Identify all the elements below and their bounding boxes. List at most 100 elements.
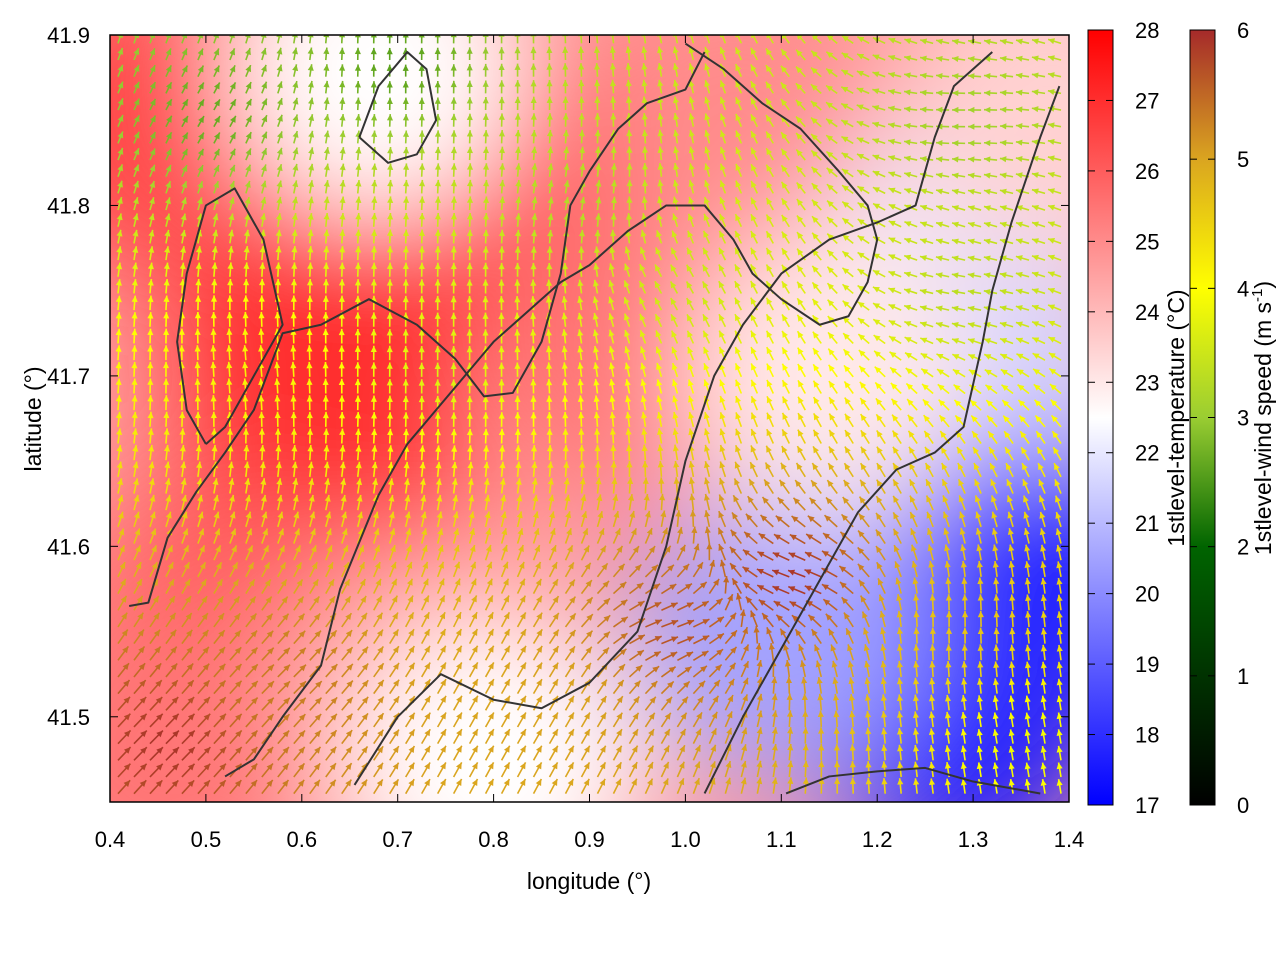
wind-speed-colorbar-tick-label-5: 5 — [1237, 147, 1249, 172]
wind-arrow-905 — [418, 262, 425, 277]
wind-arrow-747 — [373, 595, 383, 611]
wind-arrow-294 — [212, 478, 219, 494]
wind-arrow-771 — [371, 196, 378, 211]
y-tick-label-3: 41.8 — [47, 193, 90, 218]
wind-arrow-998 — [450, 246, 457, 261]
temperature-colorbar-tick-label-9: 26 — [1135, 159, 1159, 184]
wind-arrow-272 — [197, 82, 205, 94]
wind-arrow-925 — [436, 695, 447, 711]
wind-arrow-986 — [451, 445, 458, 461]
wind-arrow-284 — [213, 646, 226, 661]
wind-arrow-374 — [245, 680, 259, 695]
wind-arrow-448 — [260, 213, 267, 227]
wind-arrow-604 — [325, 680, 338, 695]
wind-arrow-963 — [434, 64, 441, 77]
wind-arrow-981 — [452, 528, 460, 544]
wind-arrow-423 — [261, 630, 274, 645]
wind-arrow-555 — [309, 729, 322, 745]
wind-arrow-1 — [117, 763, 131, 778]
wind-arrow-495 — [276, 196, 283, 211]
wind-arrow-1113 — [500, 628, 511, 644]
y-tick-label-0: 41.5 — [47, 705, 90, 730]
wind-arrow-772 — [371, 179, 378, 194]
wind-arrow-974 — [452, 645, 463, 661]
wind-arrow-127 — [149, 197, 155, 211]
wind-arrow-28 — [115, 312, 122, 327]
wind-arrow-683 — [339, 130, 346, 144]
wind-arrow-536 — [290, 278, 298, 294]
wind-arrow-303 — [210, 328, 217, 344]
wind-arrow-1046 — [466, 213, 473, 227]
wind-arrow-1058 — [484, 778, 495, 795]
wind-arrow-538 — [291, 245, 298, 261]
x-tick-label-2: 0.6 — [287, 827, 318, 852]
x-axis-title: longitude (°) — [527, 868, 651, 894]
wind-arrow-524 — [292, 478, 299, 494]
wind-arrow-168 — [163, 278, 170, 294]
wind-arrow-713 — [354, 395, 361, 411]
wind-arrow-8 — [117, 645, 130, 661]
wind-arrow-465 — [277, 697, 291, 711]
wind-arrow-352 — [227, 278, 234, 294]
wind-arrow-1080 — [482, 412, 489, 427]
wind-arrow-9 — [117, 629, 129, 645]
wind-arrow-632 — [323, 212, 330, 227]
wind-arrow-73 — [131, 328, 138, 344]
wind-arrow-1052 — [466, 113, 473, 127]
wind-arrow-1006 — [450, 113, 457, 127]
wind-arrow-847 — [403, 461, 410, 477]
wind-arrow-748 — [373, 578, 382, 594]
wind-arrow-42 — [117, 81, 124, 94]
wind-arrow-441 — [258, 328, 265, 344]
wind-arrow-832 — [405, 712, 416, 728]
wind-arrow-849 — [403, 428, 410, 444]
wind-arrow-976 — [452, 611, 462, 628]
wind-arrow-835 — [405, 662, 416, 678]
wind-arrow-900 — [418, 345, 425, 361]
wind-arrow-745 — [373, 629, 384, 645]
wind-arrow-22 — [115, 411, 122, 427]
wind-arrow-353 — [227, 262, 234, 277]
wind-arrow-378 — [245, 613, 258, 628]
x-tick-label-4: 0.8 — [478, 827, 509, 852]
wind-arrow-476 — [277, 511, 284, 528]
wind-arrow-932 — [436, 578, 445, 594]
wind-arrow-421 — [261, 663, 275, 678]
wind-arrow-169 — [163, 262, 170, 277]
wind-arrow-645 — [341, 762, 353, 778]
wind-arrow-843 — [404, 528, 412, 544]
wind-arrow-255 — [194, 361, 201, 377]
wind-arrow-232 — [197, 746, 211, 761]
wind-arrow-58 — [133, 578, 143, 594]
wind-arrow-105 — [149, 561, 158, 578]
wind-arrow-1073 — [484, 528, 492, 544]
wind-arrow-846 — [403, 478, 410, 494]
wind-arrow-994 — [450, 312, 457, 327]
wind-arrow-409 — [245, 98, 253, 111]
x-tick-label-0: 0.4 — [95, 827, 126, 852]
wind-arrow-38 — [117, 147, 124, 161]
wind-arrow-790 — [389, 645, 400, 661]
wind-arrow-687 — [339, 64, 346, 77]
wind-arrow-1068 — [484, 611, 494, 628]
wind-arrow-13 — [117, 561, 126, 578]
wind-arrow-411 — [245, 64, 252, 77]
wind-arrow-396 — [242, 311, 249, 327]
wind-arrow-1026 — [468, 544, 476, 561]
wind-arrow-821 — [387, 130, 394, 144]
wind-arrow-707 — [356, 494, 363, 511]
wind-arrow-668 — [338, 378, 345, 394]
wind-arrow-418 — [261, 713, 275, 728]
wind-arrow-512 — [293, 680, 307, 695]
wind-arrow-975 — [452, 628, 463, 644]
temperature-colorbar-tick-label-10: 27 — [1135, 88, 1159, 113]
wind-arrow-585 — [307, 229, 314, 244]
wind-arrow-816 — [387, 212, 394, 227]
wind-arrow-773 — [371, 163, 378, 177]
wind-arrow-456 — [261, 81, 268, 94]
wind-arrow-701 — [357, 595, 367, 611]
wind-arrow-1033 — [466, 428, 473, 444]
wind-arrow-942 — [434, 412, 441, 427]
wind-arrow-389 — [242, 428, 250, 444]
wind-arrow-199 — [181, 528, 189, 544]
